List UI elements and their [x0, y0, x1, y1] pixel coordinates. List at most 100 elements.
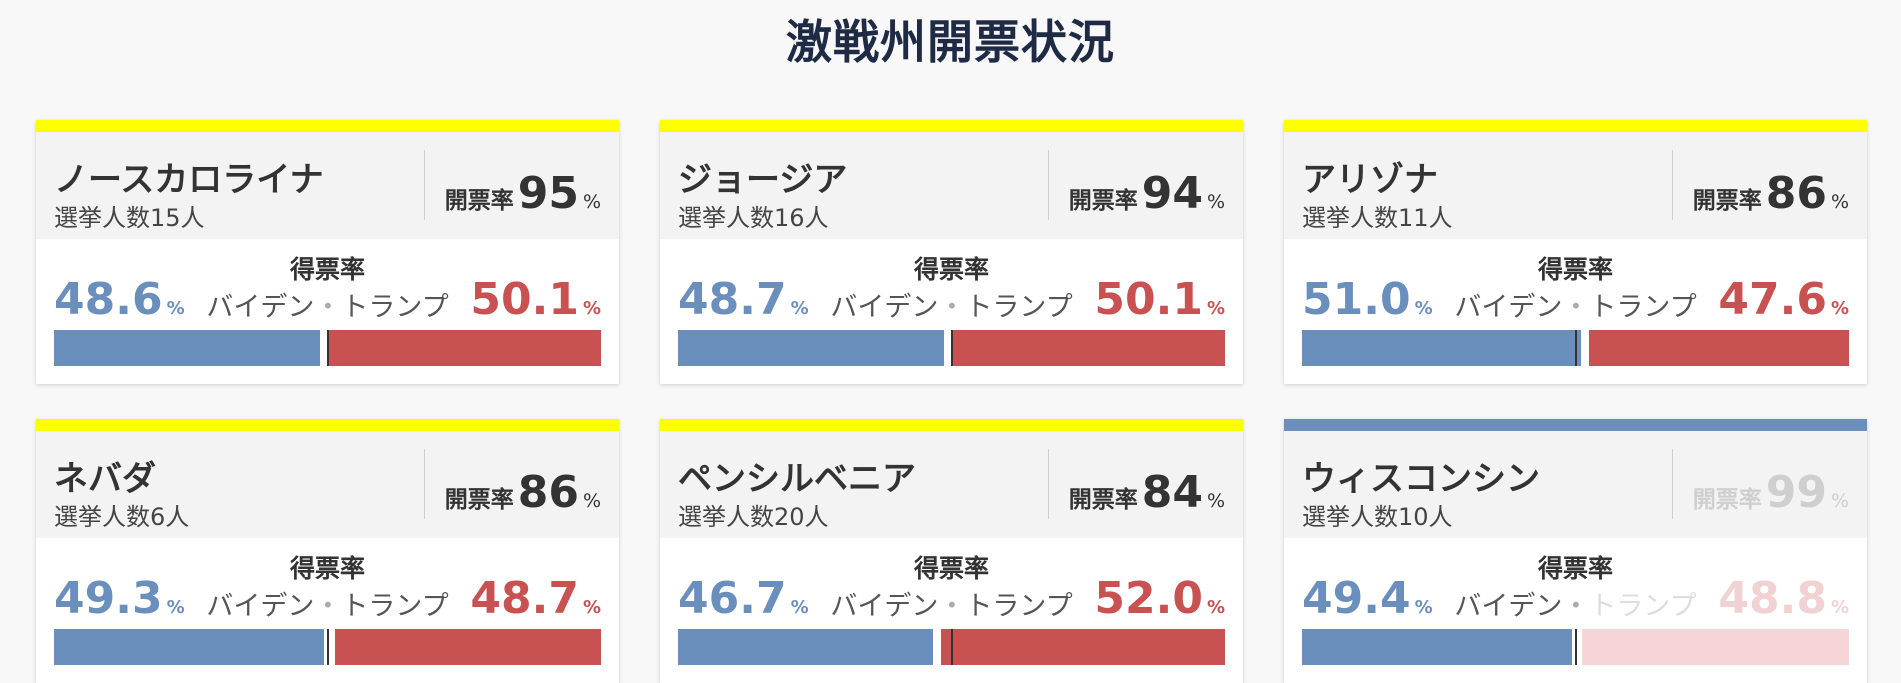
candidate-names: バイデン・トランプ: [36, 285, 619, 324]
header-divider: [424, 150, 425, 220]
counted-value: 84: [1141, 467, 1203, 518]
name-separator: ・: [314, 591, 342, 622]
status-stripe: [36, 419, 619, 431]
trump-name: トランプ: [1589, 292, 1697, 323]
trump-percentage-value: 47.6: [1718, 274, 1827, 325]
header-divider: [424, 449, 425, 519]
counted-rate: 開票率84%: [1069, 467, 1225, 518]
trump-bar: [951, 330, 1225, 366]
counted-rate: 開票率95%: [445, 168, 601, 219]
biden-percentage: 51.0%: [1302, 274, 1433, 325]
status-stripe: [36, 120, 619, 132]
vote-rate-label: 得票率: [289, 554, 365, 583]
trump-percentage: 48.8%: [1718, 573, 1849, 624]
biden-percentage-unit: %: [166, 298, 185, 319]
state-card: アリゾナ 選挙人数11人 開票率86% 得票率 51.0% バイデン・トランプ …: [1284, 120, 1867, 384]
status-stripe: [1284, 120, 1867, 132]
state-card: ジョージア 選挙人数16人 開票率94% 得票率 48.7% バイデン・トランプ…: [660, 120, 1243, 384]
vote-rate-label: 得票率: [1537, 554, 1613, 583]
majority-line: [1574, 629, 1577, 665]
trump-percentage: 50.1%: [1094, 274, 1225, 325]
counted-unit: %: [1830, 490, 1849, 512]
counted-value: 99: [1765, 467, 1827, 518]
counted-rate: 開票率86%: [1693, 168, 1849, 219]
counted-unit: %: [1830, 191, 1849, 213]
trump-percentage-unit: %: [1830, 298, 1849, 319]
name-separator: ・: [938, 292, 966, 323]
trump-bar: [1582, 629, 1849, 665]
counted-value: 86: [517, 467, 579, 518]
counted-label: 開票率: [1068, 188, 1138, 214]
trump-percentage-value: 48.8: [1718, 573, 1827, 624]
candidate-names: バイデン・トランプ: [660, 285, 1243, 324]
majority-line: [326, 330, 329, 366]
vote-share-bar: [678, 629, 1225, 665]
electoral-votes: 選挙人数6人: [54, 503, 190, 531]
biden-name: バイデン: [206, 292, 315, 323]
trump-percentage-unit: %: [582, 298, 601, 319]
state-name: ジョージア: [678, 160, 848, 200]
header-divider: [1048, 449, 1049, 519]
header-divider: [1048, 150, 1049, 220]
state-name: ネバダ: [54, 459, 156, 499]
counted-label: 開票率: [1692, 188, 1762, 214]
trump-percentage-value: 52.0: [1094, 573, 1203, 624]
electoral-votes: 選挙人数16人: [678, 204, 829, 232]
trump-bar: [941, 629, 1225, 665]
name-separator: ・: [1562, 292, 1590, 323]
trump-percentage: 52.0%: [1094, 573, 1225, 624]
card-header: アリゾナ 選挙人数11人 開票率86%: [1284, 132, 1867, 239]
biden-percentage-value: 51.0: [1302, 274, 1411, 325]
state-card: ネバダ 選挙人数6人 開票率86% 得票率 49.3% バイデン・トランプ 48…: [36, 419, 619, 683]
state-name: ペンシルベニア: [678, 459, 916, 499]
state-name: アリゾナ: [1302, 160, 1438, 200]
status-stripe: [1284, 419, 1867, 431]
biden-percentage: 48.7%: [678, 274, 809, 325]
biden-name: バイデン: [830, 591, 939, 622]
electoral-votes: 選挙人数10人: [1302, 503, 1453, 531]
name-separator: ・: [314, 292, 342, 323]
biden-percentage-unit: %: [790, 298, 809, 319]
trump-name: トランプ: [965, 591, 1073, 622]
trump-name: トランプ: [965, 292, 1073, 323]
state-name: ウィスコンシン: [1302, 459, 1540, 499]
trump-percentage: 50.1%: [470, 274, 601, 325]
name-separator: ・: [1562, 591, 1590, 622]
vote-share-bar: [1302, 629, 1849, 665]
trump-bar: [335, 629, 601, 665]
trump-percentage: 47.6%: [1718, 274, 1849, 325]
counted-value: 95: [517, 168, 579, 219]
trump-percentage-unit: %: [582, 597, 601, 618]
trump-bar: [1589, 330, 1849, 366]
counted-unit: %: [582, 490, 601, 512]
majority-line: [950, 629, 953, 665]
counted-unit: %: [582, 191, 601, 213]
vote-rate-label: 得票率: [1537, 255, 1613, 284]
biden-percentage-value: 48.7: [678, 274, 787, 325]
biden-name: バイデン: [1454, 591, 1563, 622]
page-title: 激戦州開票状況: [786, 15, 1115, 69]
status-stripe: [660, 120, 1243, 132]
candidate-names: バイデン・トランプ: [1284, 285, 1867, 324]
biden-percentage: 49.3%: [54, 573, 185, 624]
counted-label: 開票率: [444, 487, 514, 513]
biden-bar: [678, 330, 944, 366]
card-header: ウィスコンシン 選挙人数10人 開票率99%: [1284, 431, 1867, 538]
trump-percentage-value: 50.1: [470, 274, 579, 325]
biden-bar: [1302, 330, 1581, 366]
trump-percentage: 48.7%: [470, 573, 601, 624]
biden-percentage-unit: %: [1414, 298, 1433, 319]
biden-percentage-unit: %: [1414, 597, 1433, 618]
biden-percentage-unit: %: [790, 597, 809, 618]
majority-line: [326, 629, 329, 665]
counted-label: 開票率: [444, 188, 514, 214]
biden-bar: [678, 629, 933, 665]
card-header: ネバダ 選挙人数6人 開票率86%: [36, 431, 619, 538]
trump-name: トランプ: [1589, 591, 1697, 622]
state-card: ノースカロライナ 選挙人数15人 開票率95% 得票率 48.6% バイデン・ト…: [36, 120, 619, 384]
header-divider: [1672, 449, 1673, 519]
counted-rate: 開票率86%: [445, 467, 601, 518]
candidate-names: バイデン・トランプ: [1284, 584, 1867, 623]
trump-percentage-unit: %: [1206, 597, 1225, 618]
biden-percentage-value: 49.3: [54, 573, 163, 624]
